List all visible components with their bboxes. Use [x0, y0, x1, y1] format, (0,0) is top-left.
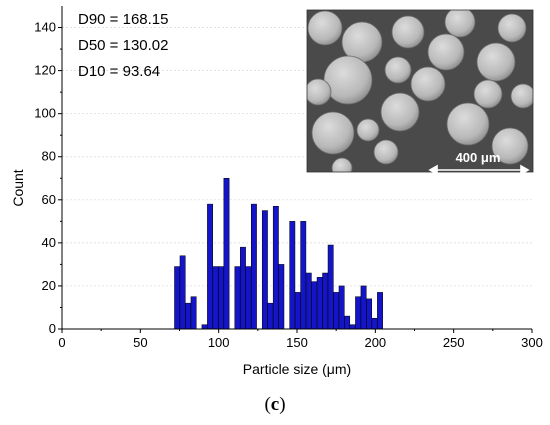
histogram-bar [278, 264, 285, 330]
histogram-bar [223, 178, 230, 330]
particle [491, 127, 529, 165]
histogram-bar [190, 296, 197, 330]
histogram-bar [311, 281, 318, 330]
particle [380, 92, 420, 132]
histogram-bar [377, 292, 383, 330]
y-tick-label: 120 [34, 63, 56, 78]
histogram-bar [355, 296, 362, 330]
histogram-bars [174, 178, 383, 330]
y-tick-label: 140 [34, 20, 56, 35]
particle [323, 55, 373, 105]
x-tick-label: 250 [443, 335, 465, 350]
particle [473, 79, 503, 109]
histogram-bar [261, 210, 268, 330]
histogram-bar [179, 255, 186, 330]
histogram-bar [207, 203, 213, 330]
x-axis-label: Particle size (μm) [243, 361, 351, 377]
histogram-bar [294, 292, 301, 330]
particle [384, 56, 412, 84]
y-tick-label: 0 [49, 321, 56, 336]
x-tick-label: 200 [364, 335, 386, 350]
sem-inset-image: 400 μm [306, 9, 534, 176]
y-tick-label: 80 [42, 149, 56, 164]
x-tick-label: 50 [133, 335, 147, 350]
histogram-bar [322, 272, 329, 330]
histogram-bar [333, 292, 340, 330]
particle [476, 42, 516, 82]
histogram-bar [344, 315, 351, 330]
scale-bar [428, 164, 530, 176]
histogram-bar [185, 302, 192, 330]
particle [444, 10, 476, 38]
histogram-bar [305, 272, 312, 330]
x-tick-label: 0 [58, 335, 65, 350]
particle [391, 15, 425, 49]
d50-stat: D50 = 130.02 [78, 37, 169, 54]
y-axis-label: Count [10, 169, 26, 206]
histogram-bar [234, 266, 241, 330]
x-tick-label: 150 [286, 335, 308, 350]
y-tick-label: 20 [42, 278, 56, 293]
scale-bar-label: 400 μm [456, 150, 501, 165]
histogram-bar [300, 221, 307, 330]
tick-labels: 0 20 40 60 80 100 120 140 0 50 100 150 200 250 300 [34, 20, 543, 350]
particle [510, 83, 533, 109]
particle [311, 111, 355, 155]
histogram-bar [240, 246, 246, 330]
histogram-bar [267, 302, 274, 330]
histogram-bar [201, 324, 208, 330]
histogram-bar [338, 285, 345, 330]
particle [497, 13, 527, 43]
particle [356, 118, 380, 142]
histogram-bar [245, 266, 252, 330]
panel-label-open: ( [264, 394, 270, 415]
histogram-bar [272, 206, 279, 330]
histogram-bar [366, 298, 372, 330]
panel-label-letter: c [271, 394, 279, 415]
histogram-bar [371, 317, 378, 330]
histogram-bar [251, 203, 257, 330]
particle [373, 139, 399, 165]
histogram-bar [316, 277, 323, 330]
panel-label-close: ) [279, 394, 285, 415]
histogram-bar [349, 324, 356, 330]
histogram-bar [218, 266, 224, 330]
particle [427, 33, 465, 71]
d90-stat: D90 = 168.15 [78, 11, 169, 28]
particle [307, 78, 332, 106]
histogram-bar [212, 266, 219, 330]
y-tick-label: 60 [42, 192, 56, 207]
x-tick-label: 100 [208, 335, 230, 350]
particle [446, 102, 490, 146]
panel-label: (c) [264, 394, 285, 415]
axes [58, 6, 533, 333]
histogram-bar [174, 266, 181, 330]
d10-stat: D10 = 93.64 [78, 63, 160, 80]
histogram-bar [327, 244, 334, 330]
particle [410, 66, 446, 102]
particle [331, 157, 353, 172]
histogram-bar [289, 221, 296, 330]
y-tick-label: 100 [34, 106, 56, 121]
histogram-bar [360, 285, 367, 330]
y-tick-label: 40 [42, 235, 56, 250]
x-tick-label: 300 [521, 335, 543, 350]
particle [307, 10, 343, 46]
